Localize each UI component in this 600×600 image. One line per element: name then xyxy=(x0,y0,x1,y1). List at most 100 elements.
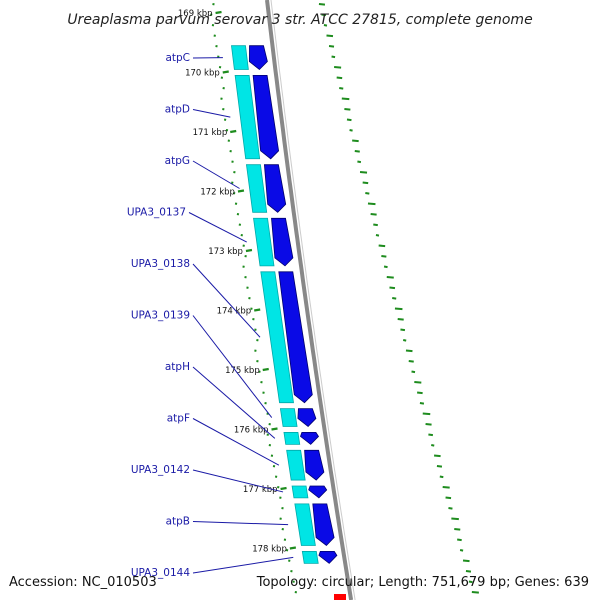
gene-leader-atpD xyxy=(192,109,231,118)
gc-dot xyxy=(414,381,422,384)
gene-label-atpC[interactable]: atpC xyxy=(165,52,190,64)
position-marker xyxy=(334,594,346,600)
gene-label-UPA3_0144[interactable]: UPA3_0144 xyxy=(131,567,191,579)
gene-leader-atpG xyxy=(192,160,240,189)
kbp-tick-mark xyxy=(237,189,245,193)
gene-label-atpH[interactable]: atpH xyxy=(165,361,190,373)
kbp-tick-mark xyxy=(222,70,229,74)
gene-arrow-UPA3_0137[interactable] xyxy=(271,217,294,267)
gene-region-UPA3_0138 xyxy=(260,271,294,404)
gene-region-atpF xyxy=(286,449,306,481)
gc-dot xyxy=(383,265,388,269)
gene-label-UPA3_0142[interactable]: UPA3_0142 xyxy=(131,464,190,476)
gene-label-atpF[interactable]: atpF xyxy=(167,413,190,425)
gc-dot xyxy=(419,402,425,405)
gc-dot xyxy=(357,160,362,164)
kbp-ticks: 169 kbp 170 kbp 171 kbp 172 kbp 173 kbp 174 k… xyxy=(178,9,297,555)
gc-dot xyxy=(344,108,351,111)
gene-arrow-atpC[interactable] xyxy=(248,45,268,71)
gc-dot xyxy=(428,433,434,437)
gc-dot xyxy=(359,171,368,174)
kbp-tick-label: 169 kbp xyxy=(178,9,213,19)
gc-dot xyxy=(373,223,378,227)
kbp-tick-mark xyxy=(230,129,237,134)
gene-arrow-atpB[interactable] xyxy=(312,503,335,547)
gene-arrow-atpF[interactable] xyxy=(304,449,325,481)
gc-dot xyxy=(394,307,403,311)
gene-leader-UPA3_0144 xyxy=(192,556,294,574)
gc-dot xyxy=(362,181,369,185)
gc-dot xyxy=(331,55,336,59)
gene-leader-atpB xyxy=(192,521,289,526)
gene-arrow-UPA3_0142[interactable] xyxy=(308,485,328,499)
kbp-tick-label: 173 kbp xyxy=(208,247,243,257)
gene-arrow-atpH[interactable] xyxy=(300,431,320,445)
kbp-tick-label: 175 kbp xyxy=(225,366,260,376)
gc-dot xyxy=(436,465,443,468)
gc-dot xyxy=(471,591,479,594)
gc-dot xyxy=(457,538,462,542)
topology-text: Topology: circular; Length: 751,679 bp; … xyxy=(256,575,589,590)
gene-region-UPA3_0144 xyxy=(301,551,319,564)
gene-region-UPA3_0137 xyxy=(253,217,275,267)
gc-dot xyxy=(354,150,360,153)
gene-arrow-UPA3_0138[interactable] xyxy=(278,271,313,404)
gene-arrow-UPA3_0139[interactable] xyxy=(297,408,317,428)
kbp-tick-mark xyxy=(289,546,297,550)
gene-region-UPA3_0139 xyxy=(279,408,298,427)
gene-leader-UPA3_0138 xyxy=(192,263,261,338)
gene-leader-UPA3_0139 xyxy=(192,315,273,418)
gc-dot xyxy=(389,286,396,290)
gene-region-UPA3_0142 xyxy=(291,485,309,499)
gc-dot xyxy=(341,97,350,101)
gc-dot xyxy=(411,370,416,374)
gc-dot xyxy=(328,45,335,48)
gc-dot xyxy=(336,76,343,80)
kbp-tick-mark xyxy=(215,10,222,15)
backbone-line xyxy=(265,0,354,600)
gc-dot xyxy=(397,318,404,321)
gc-dot xyxy=(378,244,386,248)
gc-dot xyxy=(370,213,377,216)
gene-label-UPA3_0137[interactable]: UPA3_0137 xyxy=(127,207,186,219)
kbp-tick-label: 177 kbp xyxy=(243,485,278,495)
kbp-tick-label: 171 kbp xyxy=(193,128,228,138)
gene-arrow-UPA3_0144[interactable] xyxy=(318,551,338,564)
gc-dot xyxy=(349,129,353,132)
gc-dot xyxy=(405,349,413,353)
gc-dot xyxy=(431,444,435,447)
gc-dot xyxy=(439,475,444,479)
gc-dot xyxy=(408,360,414,363)
gene-arrow-atpD[interactable] xyxy=(252,75,280,160)
genome-title: Ureaplasma parvum serovar 3 str. ATCC 27… xyxy=(67,12,532,28)
gc-content-dots xyxy=(210,3,479,594)
gc-dot xyxy=(381,255,387,258)
gc-dot xyxy=(459,549,464,552)
kbp-tick-label: 178 kbp xyxy=(252,545,287,555)
gc-dot xyxy=(451,517,459,521)
gc-dot xyxy=(422,412,431,416)
gc-dot xyxy=(321,13,327,17)
gc-dot xyxy=(367,202,376,206)
gene-label-atpD[interactable]: atpD xyxy=(165,104,190,116)
gc-dot xyxy=(403,339,407,342)
gc-dot xyxy=(392,297,397,300)
gene-label-UPA3_0138[interactable]: UPA3_0138 xyxy=(131,258,190,270)
gene-labels: atpC atpD atpG UPA3_0137 UPA3_0138 UPA3_0139a… xyxy=(127,52,294,579)
backbone-edge xyxy=(270,0,356,600)
gene-label-atpB[interactable]: atpB xyxy=(166,516,190,528)
gene-region-atpH xyxy=(283,432,301,445)
kbp-tick-label: 176 kbp xyxy=(234,426,269,436)
gene-label-UPA3_0139[interactable]: UPA3_0139 xyxy=(131,310,190,322)
gc-dot xyxy=(334,66,342,69)
gene-arrows xyxy=(248,45,338,564)
gene-arrow-atpG[interactable] xyxy=(263,164,287,213)
gc-dot xyxy=(375,234,380,237)
gene-leader-UPA3_0137 xyxy=(188,212,247,243)
gene-regions xyxy=(231,45,319,564)
gc-dot xyxy=(318,3,326,6)
gene-label-atpG[interactable]: atpG xyxy=(165,155,190,167)
kbp-tick-label: 172 kbp xyxy=(200,188,235,198)
gc-dot xyxy=(465,570,472,573)
gc-dot xyxy=(425,423,432,426)
